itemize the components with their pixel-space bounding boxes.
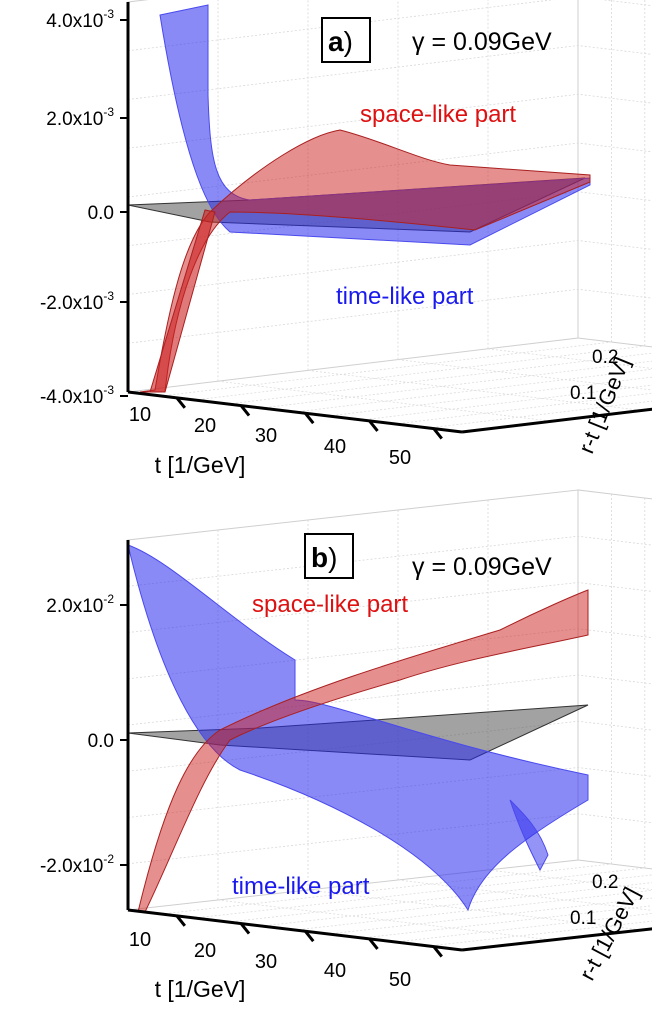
grid-line (127, 582, 652, 633)
z-tick-label: 0.0 (88, 731, 114, 752)
grid-line (127, 288, 652, 344)
grid-line (194, 867, 645, 919)
y-tick-label: 0.2 (592, 872, 618, 893)
grid-line (127, 767, 652, 818)
panel-label: b) (311, 542, 337, 573)
y-tick-label: 0.1 (570, 908, 596, 929)
x-tick (239, 922, 251, 935)
grid-line (127, 535, 652, 587)
grid-line (487, 348, 652, 369)
x-tick-label: 40 (324, 960, 346, 982)
series-label-space-like: space-like part (360, 101, 516, 128)
z-tick-label: -2.0x10-3 (40, 289, 114, 314)
back-wall (577, 489, 652, 870)
parameter-label: γ = 0.09GeV (412, 553, 552, 581)
panel-label-box (304, 533, 354, 579)
grid-line (228, 874, 652, 923)
series-label-space-like: space-like part (252, 591, 408, 618)
x-tick-label: 20 (194, 415, 216, 437)
y-axis-line (461, 927, 652, 952)
y-axis-label: r-t [1/GeV] (574, 883, 644, 984)
x-tick-label: 50 (389, 447, 411, 469)
surface-time-like-tip (509, 799, 549, 872)
grid-line (194, 345, 645, 401)
grid-line (127, 674, 652, 726)
x-tick (368, 419, 379, 432)
z-tick-label: 4.0x10-3 (46, 7, 114, 32)
x-tick-label: 10 (129, 929, 151, 951)
y-axis-line (461, 407, 652, 434)
grid-line (127, 142, 652, 198)
x-tick (304, 930, 315, 943)
panel-label: a) (328, 26, 353, 57)
x-tick (432, 945, 443, 958)
grid-line (161, 863, 612, 915)
x-axis-label: t [1/GeV] (155, 976, 246, 1002)
grid-line (487, 869, 652, 891)
x-tick (175, 914, 186, 927)
grid-line (307, 370, 643, 411)
x-tick-label: 40 (324, 436, 346, 458)
grid (127, 489, 652, 947)
grid-line (261, 882, 652, 927)
series-label-time-like: time-like part (336, 283, 474, 310)
z-tick-label: 0.0 (88, 203, 114, 224)
z-tick-label: -4.0x10-3 (40, 383, 114, 408)
x-tick (432, 427, 443, 440)
parameter-label: γ = 0.09GeV (412, 28, 552, 56)
x-tick (304, 412, 315, 425)
grid-line (127, 45, 652, 100)
panel-label-box (321, 17, 371, 63)
grid-line (217, 899, 553, 941)
grid-line (228, 352, 652, 405)
z-tick-label: -2.0x10-2 (40, 852, 114, 877)
grid-line (161, 341, 612, 397)
surface-time-like (127, 544, 589, 912)
y-tick-label: 0.1 (570, 383, 596, 404)
y-tick-label: 0.2 (592, 347, 618, 368)
x-tick-label: 30 (255, 951, 277, 973)
grid-line (307, 889, 643, 931)
back-wall (577, 0, 652, 348)
x-tick-label: 20 (194, 940, 216, 962)
x-axis-line (127, 908, 463, 952)
grid-line (127, 813, 652, 865)
x-tick (175, 396, 186, 409)
z-tick-label: 2.0x10-2 (46, 592, 114, 617)
x-axis-line (127, 390, 463, 434)
z-tick-label: 2.0x10-3 (46, 105, 114, 130)
grid-line (127, 191, 652, 247)
grid-line (261, 360, 652, 409)
x-tick-label: 10 (129, 404, 151, 426)
x-tick-label: 50 (389, 969, 411, 991)
grid-line (397, 359, 652, 391)
x-tick-label: 30 (255, 425, 277, 447)
x-axis-label: t [1/GeV] (155, 452, 246, 478)
surface-space-like-edge (149, 209, 216, 393)
surfaces (127, 4, 591, 393)
surface-space-like (137, 589, 589, 913)
panel-a: 4.0x10-3 2.0x10-3 0.0 -2.0x10-3 -4.0x10-3 10 2… (40, 0, 652, 478)
x-tick (368, 937, 379, 950)
grid-line (127, 720, 652, 772)
grid-line (127, 93, 652, 149)
series-label-time-like: time-like part (232, 873, 370, 900)
y-axis-label: r-t [1/GeV] (573, 353, 634, 456)
x-tick (239, 404, 251, 417)
grid-line (127, 240, 652, 295)
grid-line (217, 380, 553, 422)
surfaces (127, 544, 589, 913)
panel-b: 2.0x10-2 0.0 -2.0x10-2 10 20 30 40 50 0.1 0.2 t [1… (40, 489, 652, 1002)
